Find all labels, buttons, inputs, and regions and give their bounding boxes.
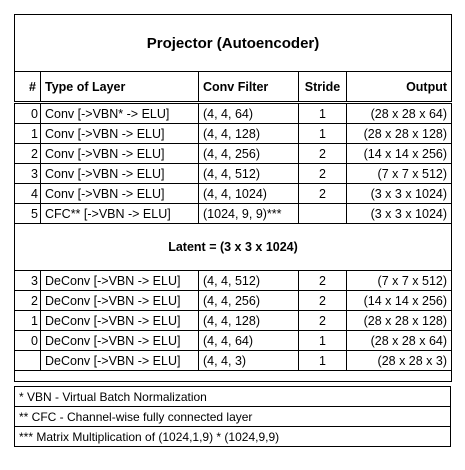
output-shape: (28 x 28 x 3) [345,350,453,371]
stride-value: 2 [298,183,347,204]
table-bottom-spacer [13,370,453,382]
layer-num: 2 [14,143,41,164]
layer-type: Conv [->VBN* -> ELU] [40,101,199,124]
conv-filter: (4, 4, 3) [198,350,299,371]
conv-filter: (4, 4, 512) [198,270,299,291]
layer-num: 0 [14,330,41,351]
table-row: 2 DeConv [->VBN -> ELU] (4, 4, 256) 2 (14 x … [14,290,453,311]
layer-num: 3 [14,163,41,184]
conv-filter: (4, 4, 128) [198,123,299,144]
projector-layer-table: Projector (Autoencoder) # Type of Layer … [13,14,453,382]
stride-value: 2 [298,310,347,331]
table-row: 0 Conv [->VBN* -> ELU] (4, 4, 64) 1 (28 x 28… [14,101,453,124]
layer-num: 1 [14,310,41,331]
stride-value: 1 [298,123,347,144]
layer-type: DeConv [->VBN -> ELU] [40,270,199,291]
output-shape: (28 x 28 x 128) [345,123,453,144]
output-shape: (7 x 7 x 512) [345,270,453,291]
table-title: Projector (Autoencoder) [13,14,453,72]
layer-num: 1 [14,123,41,144]
table-row: 4 Conv [->VBN -> ELU] (4, 4, 1024) 2 (3 x 3 … [14,183,453,204]
header-type: Type of Layer [40,71,199,103]
conv-filter: (4, 4, 64) [198,330,299,351]
layer-num: 2 [14,290,41,311]
output-shape: (3 x 3 x 1024) [345,183,453,204]
stride-value: 2 [298,270,347,291]
layer-type: CFC** [->VBN -> ELU] [40,203,199,224]
layer-type: Conv [->VBN -> ELU] [40,143,199,164]
footnotes-table: * VBN - Virtual Batch Normalization ** C… [14,386,451,447]
stride-value: 1 [298,330,347,351]
layer-num: 4 [14,183,41,204]
conv-filter: (1024, 9, 9)*** [198,203,299,224]
layer-type: DeConv [->VBN -> ELU] [40,350,199,371]
table-row: 2 Conv [->VBN -> ELU] (4, 4, 256) 2 (14 x 14… [14,143,453,164]
conv-filter: (4, 4, 256) [198,143,299,164]
conv-filter: (4, 4, 512) [198,163,299,184]
output-shape: (14 x 14 x 256) [345,290,453,311]
stride-value: 2 [298,163,347,184]
table-row: DeConv [->VBN -> ELU] (4, 4, 3) 1 (28 x 28 … [14,350,453,371]
table-row: 1 DeConv [->VBN -> ELU] (4, 4, 128) 2 (28 x … [14,310,453,331]
stride-value: 1 [298,101,347,124]
footnote-cfc: ** CFC - Channel-wise fully connected la… [14,406,451,427]
conv-filter: (4, 4, 128) [198,310,299,331]
layer-num: 3 [14,270,41,291]
stride-value: 1 [298,350,347,371]
stride-value: 2 [298,290,347,311]
output-shape: (28 x 28 x 64) [345,330,453,351]
layer-type: DeConv [->VBN -> ELU] [40,330,199,351]
header-filter: Conv Filter [198,71,299,103]
stride-value [298,203,347,224]
layer-num: 5 [14,203,41,224]
stride-value: 2 [298,143,347,164]
layer-type: DeConv [->VBN -> ELU] [40,290,199,311]
table-row: 3 DeConv [->VBN -> ELU] (4, 4, 512) 2 (7 x 7… [14,270,453,291]
layer-type: Conv [->VBN -> ELU] [40,183,199,204]
table-row: 0 DeConv [->VBN -> ELU] (4, 4, 64) 1 (28 x 2… [14,330,453,351]
header-output: Output [345,71,453,103]
table-row: 5 CFC** [->VBN -> ELU] (1024, 9, 9)*** (3 x… [14,203,453,224]
table-row: 3 Conv [->VBN -> ELU] (4, 4, 512) 2 (7 x 7 x… [14,163,453,184]
output-shape: (28 x 28 x 128) [345,310,453,331]
footnote-matrix: *** Matrix Multiplication of (1024,1,9) … [14,426,451,447]
conv-filter: (4, 4, 256) [198,290,299,311]
header-stride: Stride [298,71,347,103]
table-row: 1 Conv [->VBN -> ELU] (4, 4, 128) 1 (28 x 28… [14,123,453,144]
output-shape: (28 x 28 x 64) [345,101,453,124]
footnote-vbn: * VBN - Virtual Batch Normalization [14,386,451,407]
layer-type: Conv [->VBN -> ELU] [40,163,199,184]
output-shape: (14 x 14 x 256) [345,143,453,164]
output-shape: (3 x 3 x 1024) [345,203,453,224]
latent-label: Latent = (3 x 3 x 1024) [13,223,453,271]
output-shape: (7 x 7 x 512) [345,163,453,184]
layer-type: Conv [->VBN -> ELU] [40,123,199,144]
layer-num [14,350,41,371]
layer-num: 0 [14,101,41,124]
conv-filter: (4, 4, 64) [198,101,299,124]
conv-filter: (4, 4, 1024) [198,183,299,204]
layer-type: DeConv [->VBN -> ELU] [40,310,199,331]
header-num: # [14,71,41,103]
